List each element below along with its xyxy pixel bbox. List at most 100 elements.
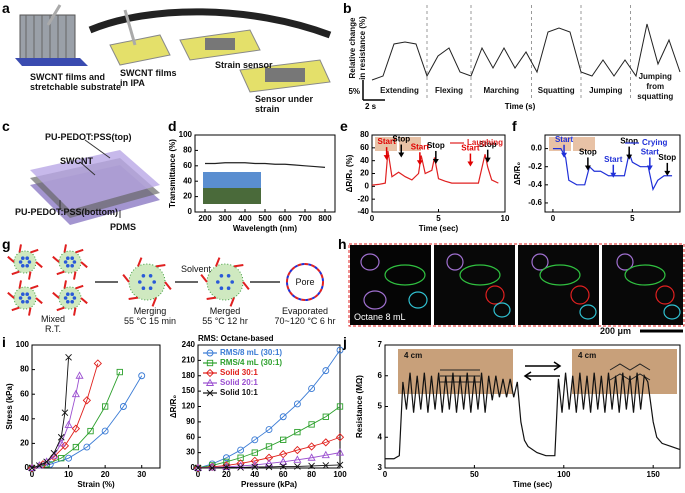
annotation: Start [555,135,574,144]
x-tick-label: 50 [470,470,479,479]
polymer-chain [63,280,67,289]
x-tick-label: 30 [137,470,146,479]
marker [35,462,43,469]
marker [321,438,330,447]
label: PU-PEDOT:PSS(bottom) [15,207,118,217]
annotation: Start [411,142,430,151]
x-tick-label: 0 [196,470,201,479]
marker [265,443,273,450]
marker [194,464,202,472]
signal-trace [371,23,681,81]
y-tick-label: 80 [360,130,369,139]
nanotube [21,264,25,268]
label: Strain sensor [215,60,273,70]
y-tick-label: 0 [365,181,370,190]
y-tick-label: 40 [20,414,29,423]
marker [293,400,301,408]
micrographs [348,243,685,333]
polymer-chain [35,261,43,269]
y-axis-label: ΔR/R₀ [513,162,522,186]
marker [279,463,287,470]
data-line [31,357,70,469]
marker [101,427,109,435]
x-tick-label: 5 [630,214,635,223]
y-tick-label: -20 [357,194,369,203]
marker [223,458,230,465]
annotation-arrowhead [416,160,423,166]
marker [336,461,344,469]
marker [222,461,231,470]
plot-frame [544,134,681,213]
x-axis-label: Wavelength (nm) [233,224,297,233]
data-line [31,375,80,469]
marker [237,464,244,471]
polymer-chain [73,307,77,316]
polymer-chain [233,264,244,268]
legend-label: Laughing [467,138,503,147]
polymer-chain [229,297,235,307]
label: Mixed R.T. [40,314,65,334]
polymer-chain [151,297,157,307]
x-tick-label: 5 [436,214,441,223]
y-tick-label: 210 [182,355,196,364]
marker [83,443,91,451]
y-tick-label: 100 [179,130,193,139]
nanotube [66,292,70,296]
x-tick-label: 40 [250,470,259,479]
segment-label: Jumping from squatting [637,72,674,101]
particle [58,286,82,310]
y-tick-label: 90 [186,417,195,426]
x-tick-label: 300 [218,214,232,223]
marker [93,359,102,368]
inset-photo [203,188,261,204]
x-tick-label: 200 [198,214,212,223]
label: Merging 55 °C 15 min [123,306,177,326]
scale-label: 5% [348,87,360,96]
marker [322,462,330,469]
marker [87,427,94,435]
y-tick-label: 4 [378,432,383,441]
polymer-chain [128,296,139,300]
plot-frame [31,344,161,469]
marker [101,403,109,410]
nanotube [219,286,224,291]
polymer-chain [137,257,143,267]
marker [237,446,245,454]
panel-letter: i [2,334,6,350]
panel-letter: c [2,118,10,134]
marker [322,413,329,420]
marker [264,453,274,462]
polymer-chain [80,261,88,269]
polymer-chain [206,296,217,300]
marker [50,449,58,457]
y-tick-label: 3 [378,463,383,472]
x-tick-label: 0 [370,214,375,223]
marker [251,463,259,471]
panel-letter: h [338,236,347,252]
x-tick-label: 100 [333,470,347,479]
nanotube [25,300,30,304]
nanotube [70,264,74,268]
label: PU-PEDOT:PSS(top) [45,132,132,142]
marker [208,464,216,472]
segment-label: Flexing [434,86,463,95]
nanotube [70,300,74,304]
marker [307,442,316,451]
annotation-arrowhead [626,154,633,160]
panel-letter: e [340,118,348,134]
annotation-arrowhead [664,170,671,176]
panel-letter: g [2,236,11,252]
nanotube [72,260,77,264]
y-tick-label: 0.0 [531,144,543,153]
data-line [371,150,499,186]
polymer-chain [56,270,65,276]
legend-label: Solid 20:1 [220,378,258,387]
label: Sensor under strain [255,94,314,114]
annotation: Start [461,144,480,153]
y-axis-label: ΔR/R₀ [169,395,178,419]
y-tick-label: 7 [378,340,383,349]
polymer-chain [73,271,77,280]
y-tick-label: 6 [378,371,383,380]
particle [58,250,82,274]
nanotube [70,256,74,260]
